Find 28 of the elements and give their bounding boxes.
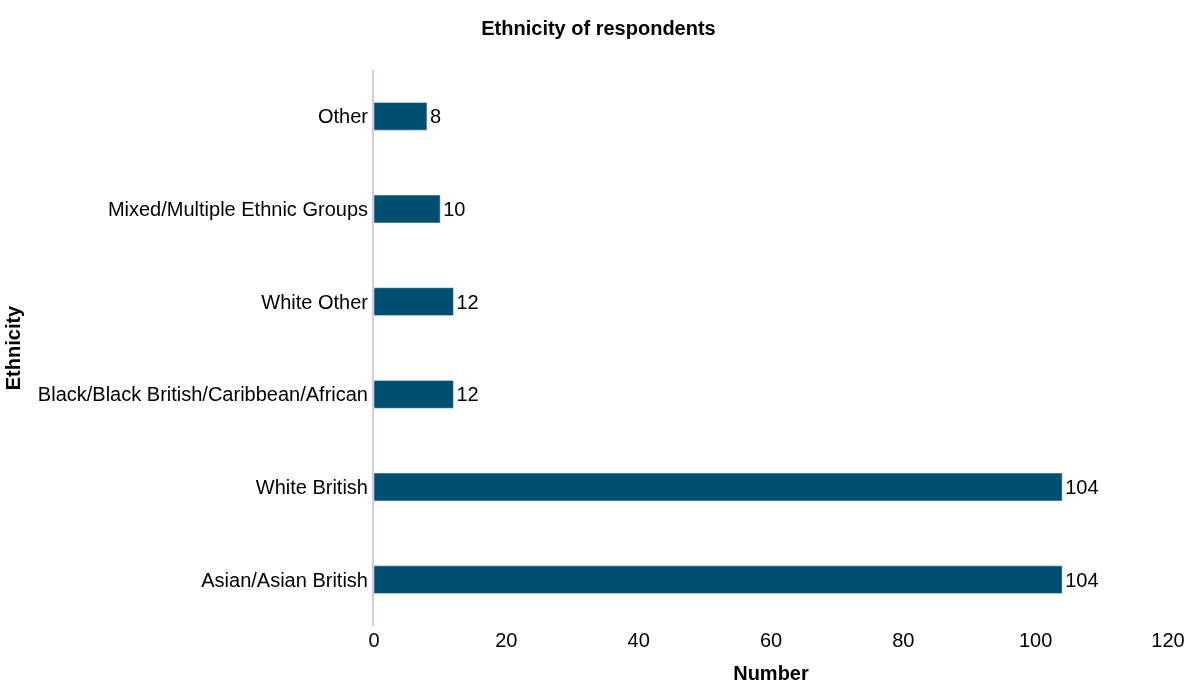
bar: [374, 194, 441, 224]
x-tick-label: 20: [495, 629, 518, 651]
data-label: 12: [456, 290, 479, 313]
x-tick-label: 80: [892, 629, 915, 651]
x-tick-label: 60: [759, 629, 783, 651]
y-tick-label: Asian/Asian British: [201, 568, 368, 591]
data-label: 8: [429, 105, 442, 128]
data-label: 10: [443, 198, 466, 220]
x-tick-label: 100: [1018, 629, 1053, 651]
bar: [374, 102, 428, 131]
chart-title: Ethnicity of respondents: [481, 16, 716, 39]
y-tick-label: White Other: [261, 290, 369, 313]
x-tick-label: 40: [627, 629, 650, 651]
bar: [374, 565, 1063, 594]
y-tick-label: White British: [255, 476, 368, 498]
bar: [374, 472, 1063, 502]
bar: [374, 287, 454, 316]
y-tick-label: Mixed/Multiple Ethnic Groups: [107, 198, 368, 220]
data-label: 104: [1065, 476, 1099, 498]
y-tick-label: Black/Black British/Caribbean/African: [37, 383, 368, 406]
y-tick-label: Other: [317, 105, 369, 128]
y-axis-title: Ethnicity: [1, 304, 24, 391]
bar: [374, 380, 454, 409]
x-tick-label: 120: [1151, 629, 1185, 651]
data-label: 104: [1065, 568, 1099, 591]
data-label: 12: [456, 383, 479, 406]
x-tick-label: 0: [368, 629, 380, 651]
x-axis-title: Number: [733, 661, 809, 684]
